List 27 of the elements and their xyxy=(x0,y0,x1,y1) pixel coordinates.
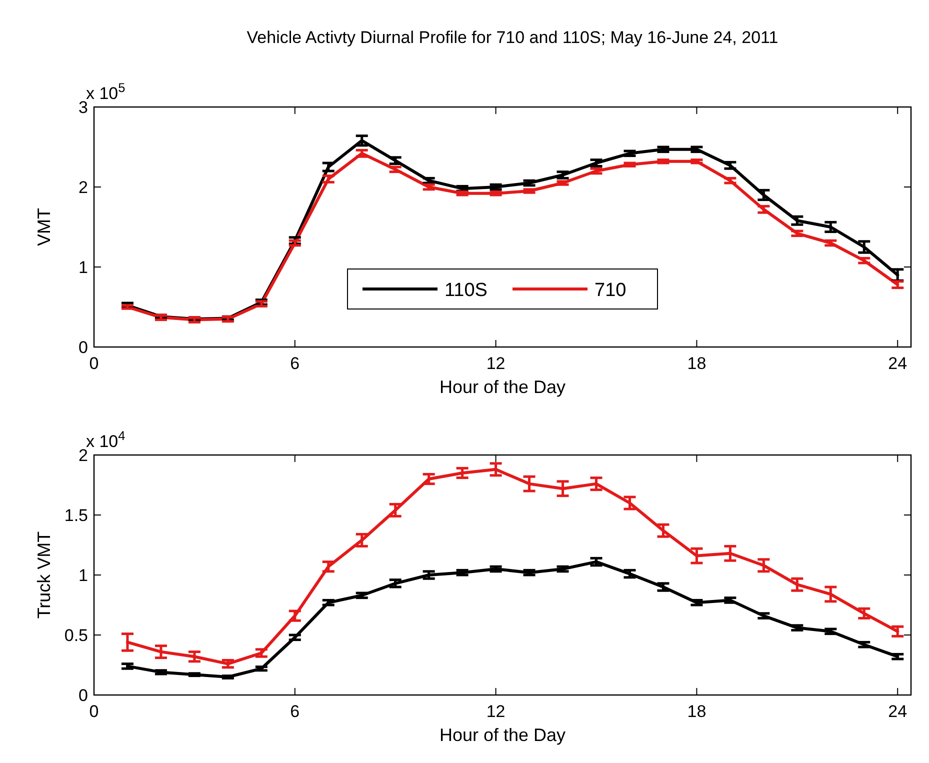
y-tick-label: 0 xyxy=(78,686,88,705)
y-tick-label: 0.5 xyxy=(64,626,88,645)
y-tick-label: 1 xyxy=(78,258,88,277)
y-tick-label: 0 xyxy=(78,338,88,357)
x-tick-label: 24 xyxy=(888,354,908,373)
legend-label: 110S xyxy=(444,280,488,301)
text: x 10$^{4}$ xyxy=(86,428,126,451)
chart-title: Vehicle Activty Diurnal Profile for 710 and 110S; May 16-June 24, 2011 xyxy=(246,28,778,47)
x-tick-label: 12 xyxy=(486,702,506,721)
y-tick-label: 1.5 xyxy=(64,506,88,525)
y-axis-title: VMT xyxy=(34,208,54,246)
y-tick-label: 3 xyxy=(78,98,88,117)
x-tick-label: 6 xyxy=(290,354,300,373)
x-tick-label: 6 xyxy=(290,702,300,721)
line-series xyxy=(126,468,900,666)
y-tick-label: 1 xyxy=(78,566,88,585)
text: x 10$^{5}$ xyxy=(86,80,126,103)
y-tick-label: 2 xyxy=(78,178,88,197)
y-tick-label: 2 xyxy=(78,446,88,465)
legend-label: 710 xyxy=(594,280,626,301)
x-tick-label: 18 xyxy=(687,354,706,373)
x-tick-label: 12 xyxy=(486,354,506,373)
x-axis-title: Hour of the Day xyxy=(439,725,566,745)
y-axis-title: Truck VMT xyxy=(34,531,54,619)
x-axis-title: Hour of the Day xyxy=(439,377,566,397)
x-tick-label: 24 xyxy=(888,702,908,721)
x-tick-label: 18 xyxy=(687,702,706,721)
